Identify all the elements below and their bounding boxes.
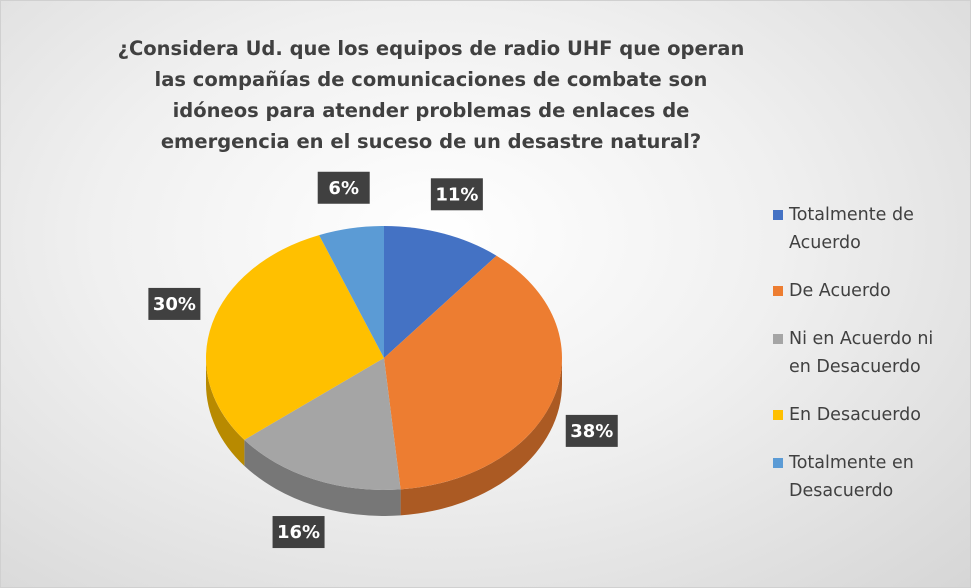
slice-side (400, 358, 562, 516)
legend-swatch (773, 458, 783, 468)
data-label: 38% (570, 421, 613, 442)
slice-side (244, 439, 401, 516)
legend-item: Totalmente de Acuerdo (773, 201, 953, 257)
legend-item: De Acuerdo (773, 277, 953, 305)
legend: Totalmente de Acuerdo De Acuerdo Ni en Acu… (773, 201, 953, 525)
legend-swatch (773, 286, 783, 296)
legend-swatch (773, 410, 783, 420)
slice (384, 226, 497, 358)
legend-item: En Desacuerdo (773, 401, 953, 429)
legend-label: Totalmente de Acuerdo (789, 205, 914, 253)
data-label: 30% (153, 294, 196, 315)
data-label-box (272, 516, 325, 549)
data-label: 16% (277, 522, 320, 543)
legend-item: Ni en Acuerdo ni en Desacuerdo (773, 325, 953, 381)
slice (244, 358, 401, 490)
legend-label: Ni en Acuerdo ni en Desacuerdo (789, 329, 934, 377)
legend-swatch (773, 210, 783, 220)
data-label-box (148, 287, 201, 320)
legend-label: En Desacuerdo (789, 405, 921, 425)
legend-label: De Acuerdo (789, 281, 891, 301)
chart-title: ¿Considera Ud. que los equipos de radio … (117, 37, 745, 153)
slice (319, 226, 384, 358)
legend-label: Totalmente en Desacuerdo (789, 453, 914, 501)
legend-item: Totalmente en Desacuerdo (773, 449, 953, 505)
slice (206, 235, 384, 440)
slice-side (206, 358, 245, 466)
data-label-box (565, 414, 618, 447)
data-label-box (317, 171, 370, 204)
data-label: 6% (328, 178, 359, 199)
legend-swatch (773, 334, 783, 344)
slice (384, 255, 562, 490)
data-label: 11% (435, 184, 478, 205)
data-label-box (430, 178, 483, 211)
